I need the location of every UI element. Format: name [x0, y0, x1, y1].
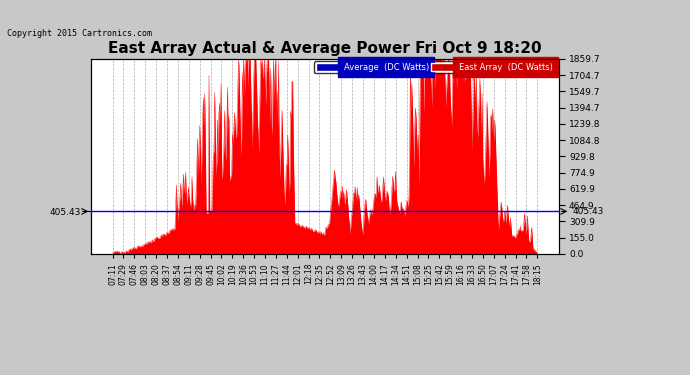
- Text: 405.43: 405.43: [573, 207, 604, 216]
- Legend: Average  (DC Watts), East Array  (DC Watts): Average (DC Watts), East Array (DC Watts…: [315, 61, 555, 74]
- Text: Copyright 2015 Cartronics.com: Copyright 2015 Cartronics.com: [7, 28, 152, 38]
- Title: East Array Actual & Average Power Fri Oct 9 18:20: East Array Actual & Average Power Fri Oc…: [108, 41, 542, 56]
